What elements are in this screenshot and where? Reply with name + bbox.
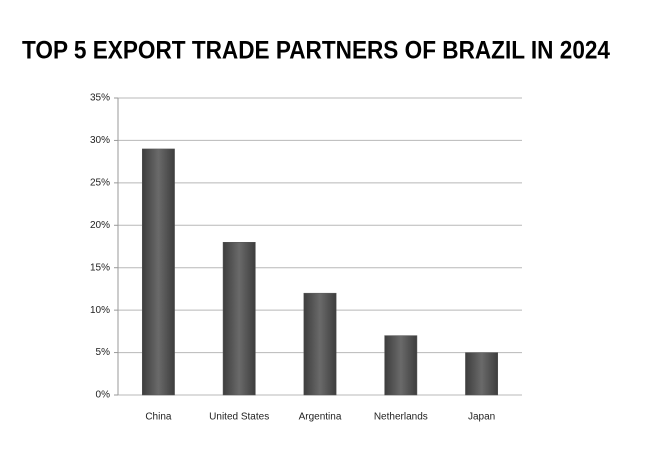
x-tick-label: Japan	[468, 412, 495, 423]
y-tick-label: 0%	[96, 390, 111, 401]
y-tick-label: 20%	[90, 220, 110, 231]
y-tick-label: 15%	[90, 262, 110, 273]
chart-title: TOP 5 EXPORT TRADE PARTNERS OF BRAZIL IN…	[22, 37, 610, 65]
y-tick-label: 5%	[96, 347, 111, 358]
y-tick-label: 35%	[90, 93, 110, 104]
y-tick-label: 10%	[90, 305, 110, 316]
x-tick-label: Netherlands	[374, 412, 428, 423]
bar	[303, 292, 337, 396]
x-tick-label: Argentina	[299, 412, 342, 423]
bar	[384, 335, 418, 396]
y-tick-label: 30%	[90, 135, 110, 146]
bar	[222, 242, 256, 396]
x-tick-label: United States	[209, 412, 269, 423]
bar	[141, 148, 175, 396]
bar	[465, 352, 499, 396]
x-tick-label: China	[145, 412, 172, 423]
y-tick-label: 25%	[90, 177, 110, 188]
